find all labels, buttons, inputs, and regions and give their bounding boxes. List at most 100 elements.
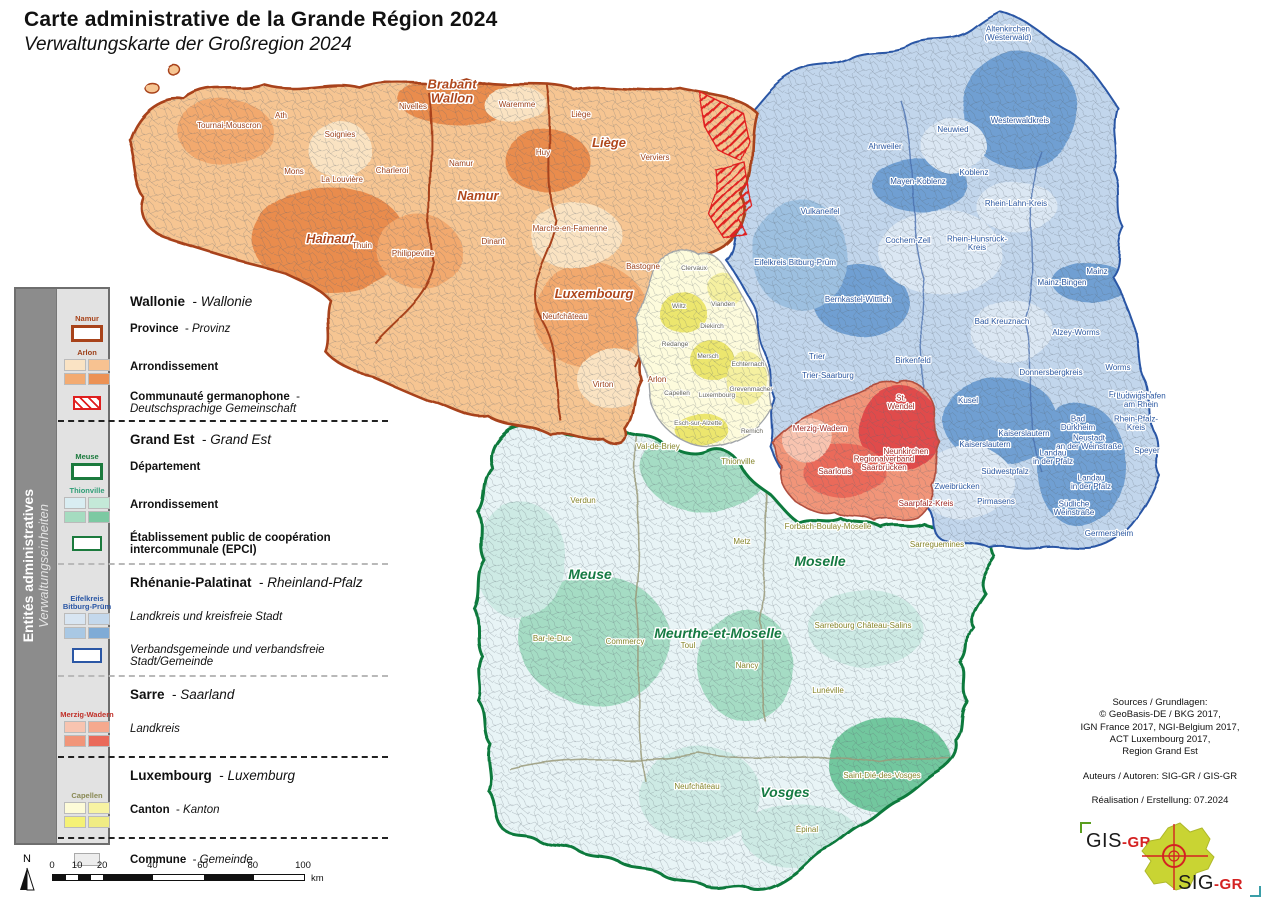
legend-item: Commune - Gemeinde bbox=[58, 844, 388, 875]
credit-line bbox=[1040, 783, 1280, 795]
map-label: Mons bbox=[284, 167, 304, 176]
legend-example-label: Merzig-Wadern bbox=[60, 710, 114, 720]
scale-unit: km bbox=[311, 873, 324, 884]
credit-line: ACT Luxembourg 2017, bbox=[1109, 734, 1211, 746]
outline-thin-swatch bbox=[72, 648, 102, 663]
map-label: Vianden bbox=[711, 301, 735, 308]
hatch-swatch bbox=[73, 396, 101, 410]
legend-item: Communauté germanophone - Deutschsprachi… bbox=[58, 390, 388, 416]
logo-gis-gr-text: -GR bbox=[1121, 834, 1151, 851]
map-label: Thionville bbox=[721, 457, 755, 466]
map-label: Meuse bbox=[568, 566, 612, 582]
map-label: Luxembourg bbox=[699, 392, 736, 399]
legend-section-header: Wallonie - Wallonie bbox=[130, 293, 253, 309]
logo-corner-icon bbox=[1080, 822, 1091, 833]
region-rheinland-pfalz bbox=[727, 11, 1161, 551]
map-label: Nancy bbox=[736, 661, 759, 670]
region-communaute-germanophone bbox=[699, 90, 753, 241]
credit-line: © GeoBasis-DE / BKG 2017, bbox=[1099, 709, 1221, 721]
map-label: Ahrweiler bbox=[868, 142, 902, 151]
map-label: Echternach bbox=[732, 361, 765, 368]
map-label: Bar-le-Duc bbox=[533, 634, 571, 643]
credit-line: Sources / Grundlagen: bbox=[1112, 697, 1208, 708]
map-label: Frankenthal bbox=[1109, 390, 1151, 399]
map-label: Südwestpfalz bbox=[981, 467, 1029, 476]
scale-tick-label: 0 bbox=[49, 860, 55, 871]
legend-divider bbox=[58, 756, 388, 758]
credit-line: Auteurs / Autoren: SIG-GR / GIS-GR bbox=[1082, 770, 1238, 782]
legend-band bbox=[16, 289, 57, 843]
scale-tick-label: 10 bbox=[71, 860, 83, 871]
legend-item: Thionville Arrondissement bbox=[58, 482, 388, 528]
map-label: Worms bbox=[1105, 363, 1130, 372]
map-label: Ath bbox=[275, 111, 287, 120]
crosshair-icon bbox=[1142, 824, 1208, 890]
map-label: Philippeville bbox=[392, 249, 435, 258]
map-label: Mainz bbox=[1086, 267, 1107, 276]
map-label: Lunéville bbox=[812, 686, 844, 695]
logo-sig-text: SIG bbox=[1178, 872, 1214, 894]
map-label: Kusel bbox=[958, 396, 978, 405]
map-labels: Hainaut Brabant Wallon Liège Namur Luxembourg… bbox=[196, 23, 1167, 835]
logo-corner-icon bbox=[1250, 886, 1261, 897]
credit-line bbox=[1040, 759, 1280, 771]
map-label: Rhein-Pfalz-Kreis bbox=[1114, 415, 1158, 433]
map-label: Landau in der Pfalz bbox=[1033, 449, 1073, 467]
map-label: Speyer bbox=[1134, 446, 1160, 455]
map-label: Westerwaldkreis bbox=[991, 116, 1050, 125]
map-label: Neuwied bbox=[937, 125, 968, 134]
map-label: Esch-sur-Alzette bbox=[674, 420, 722, 427]
map-label: Thuin bbox=[352, 241, 372, 250]
map-label: Meurthe-et-Moselle bbox=[654, 625, 782, 641]
map-label: Trier bbox=[809, 352, 825, 361]
legend-panel: Entités administratives Verwaltungseinhe… bbox=[14, 287, 110, 845]
scale-tick-label: 20 bbox=[96, 860, 108, 871]
legend-example-label: Eifelkreis Bitburg-Prüm bbox=[62, 594, 112, 611]
map-label: Tournai-Mouscron bbox=[197, 121, 261, 130]
map-label: Verviers bbox=[641, 153, 670, 162]
legend-section-header: Rhénanie-Palatinat - Rheinland-Pfalz bbox=[130, 574, 363, 590]
legend-item-label: Arrondissement bbox=[130, 499, 219, 511]
map-label: Merzig-Wadern bbox=[793, 424, 847, 433]
map-label: Dinant bbox=[481, 237, 505, 246]
scale-tick-label: 40 bbox=[147, 860, 158, 871]
legend-item-label: Arrondissement bbox=[130, 361, 219, 373]
map-label: Grevenmacher bbox=[730, 386, 774, 393]
outline-thin-swatch bbox=[72, 536, 102, 551]
map-label: Rhein-Hunsrück-Kreis bbox=[947, 235, 1007, 253]
map-label: Rhein-Lahn-Kreis bbox=[985, 199, 1047, 208]
legend-item: Verbandsgemeinde und verbandsfreie Stadt… bbox=[58, 640, 388, 671]
map-label: Diekirch bbox=[700, 323, 724, 330]
region-sarre bbox=[771, 381, 939, 523]
map-label: Birkenfeld bbox=[895, 356, 931, 365]
map-label: Capellen bbox=[664, 390, 690, 397]
map-label: Bastogne bbox=[626, 262, 660, 271]
map-label: Mainz-Bingen bbox=[1038, 278, 1087, 287]
map-label: Verdun bbox=[570, 496, 595, 505]
map-label: Virton bbox=[593, 380, 614, 389]
map-label: Neustadt an der Weinstraße bbox=[1056, 434, 1122, 452]
legend-divider bbox=[58, 563, 388, 565]
map-label: Commercy bbox=[606, 637, 645, 646]
map-label: Zweibrücken bbox=[934, 482, 979, 491]
map-label: Soignies bbox=[325, 130, 356, 139]
map-label: Altenkirchen (Westerwald) bbox=[985, 25, 1032, 43]
legend-band-title-de: Verwaltungseinheiten bbox=[35, 504, 51, 628]
map-label: Koblenz bbox=[960, 168, 989, 177]
scale-tick-label: 80 bbox=[247, 860, 259, 871]
map-label: Südliche Weinstraße bbox=[1054, 500, 1095, 518]
map-label: Charleroi bbox=[376, 166, 409, 175]
map-label: Vosges bbox=[760, 784, 809, 800]
legend-example-label: Thionville bbox=[69, 486, 105, 496]
legend-example-label: Arlon bbox=[77, 348, 97, 358]
map-label: Sarreguemines bbox=[910, 540, 964, 549]
map-label: Liège bbox=[592, 135, 626, 150]
credits-block: Sources / Grundlagen: © GeoBasis-DE / BKG… bbox=[1040, 697, 1280, 807]
scale-bar: N 0 10 20 40 60 80 100 km bbox=[0, 848, 360, 898]
map-label: Eifelkreis Bitburg-Prüm bbox=[754, 258, 836, 267]
map-label: Kaiserslautern bbox=[998, 429, 1049, 438]
map-label: Ludwigshafen am Rhein bbox=[1116, 392, 1165, 410]
map-label: Luxembourg bbox=[555, 286, 634, 301]
legend-divider bbox=[58, 420, 388, 422]
map-label: Saarlouis bbox=[818, 467, 851, 476]
